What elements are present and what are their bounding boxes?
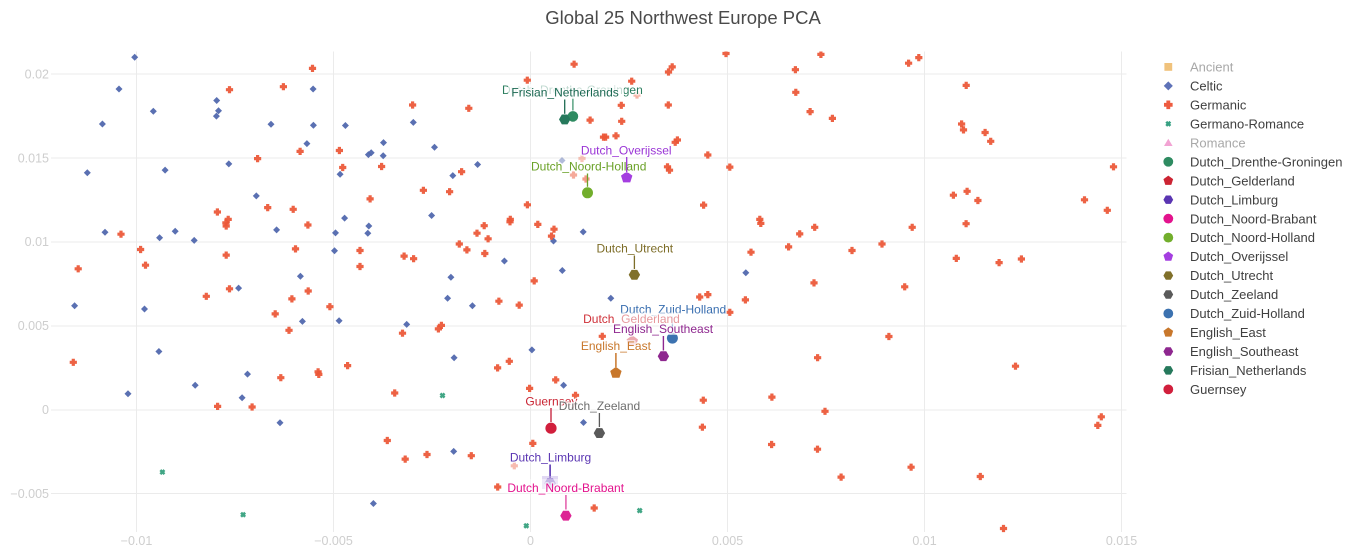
svg-text:−0.005: −0.005 xyxy=(10,487,49,501)
svg-text:English_East: English_East xyxy=(1190,325,1266,340)
svg-text:English_Southeast: English_Southeast xyxy=(1190,344,1299,359)
svg-text:Celtic: Celtic xyxy=(1190,78,1223,93)
svg-text:Dutch_Noord-Holland: Dutch_Noord-Holland xyxy=(1190,230,1315,245)
svg-text:−0.01: −0.01 xyxy=(121,534,153,548)
svg-text:Dutch_Limburg: Dutch_Limburg xyxy=(510,451,591,465)
svg-text:0: 0 xyxy=(42,403,49,417)
svg-text:Romance: Romance xyxy=(1190,135,1246,150)
svg-text:Germano-Romance: Germano-Romance xyxy=(1190,116,1304,131)
svg-text:0.02: 0.02 xyxy=(25,67,49,81)
svg-text:0: 0 xyxy=(527,534,534,548)
svg-text:Dutch_Noord-Brabant: Dutch_Noord-Brabant xyxy=(507,481,624,495)
svg-text:Dutch_Limburg: Dutch_Limburg xyxy=(1190,192,1278,207)
svg-text:Guernsey: Guernsey xyxy=(1190,382,1247,397)
svg-text:0.01: 0.01 xyxy=(912,534,936,548)
svg-text:Germanic: Germanic xyxy=(1190,97,1247,112)
svg-text:Frisian_Netherlands: Frisian_Netherlands xyxy=(1190,363,1307,378)
svg-text:−0.005: −0.005 xyxy=(314,534,353,548)
svg-text:0.01: 0.01 xyxy=(25,235,49,249)
svg-text:Dutch_Zeeland: Dutch_Zeeland xyxy=(1190,287,1278,302)
svg-text:Frisian_Netherlands: Frisian_Netherlands xyxy=(511,86,618,100)
svg-text:Global 25 Northwest Europe PCA: Global 25 Northwest Europe PCA xyxy=(545,7,821,28)
svg-text:Dutch_Overijssel: Dutch_Overijssel xyxy=(1190,249,1288,264)
svg-text:Dutch_Zuid-Holland: Dutch_Zuid-Holland xyxy=(1190,306,1305,321)
svg-text:Dutch_Noord-Holland: Dutch_Noord-Holland xyxy=(531,160,646,174)
svg-text:Guernsey: Guernsey xyxy=(525,394,577,408)
svg-text:English_Southeast: English_Southeast xyxy=(613,322,714,336)
svg-text:Dutch_Noord-Brabant: Dutch_Noord-Brabant xyxy=(1190,211,1317,226)
svg-text:Ancient: Ancient xyxy=(1190,60,1234,75)
svg-text:Dutch_Drenthe-Groningen: Dutch_Drenthe-Groningen xyxy=(1190,154,1342,169)
svg-text:Dutch_Gelderland: Dutch_Gelderland xyxy=(1190,173,1295,188)
svg-text:Dutch_Zeeland: Dutch_Zeeland xyxy=(559,399,640,413)
svg-text:Dutch_Utrecht: Dutch_Utrecht xyxy=(1190,268,1273,283)
svg-text:0.015: 0.015 xyxy=(1106,534,1137,548)
svg-text:0.015: 0.015 xyxy=(18,151,49,165)
svg-text:0.005: 0.005 xyxy=(712,534,743,548)
svg-text:Dutch_Overijssel: Dutch_Overijssel xyxy=(581,143,672,157)
svg-text:English_East: English_East xyxy=(581,339,652,353)
svg-text:Dutch_Utrecht: Dutch_Utrecht xyxy=(596,241,673,255)
svg-text:0.005: 0.005 xyxy=(18,319,49,333)
